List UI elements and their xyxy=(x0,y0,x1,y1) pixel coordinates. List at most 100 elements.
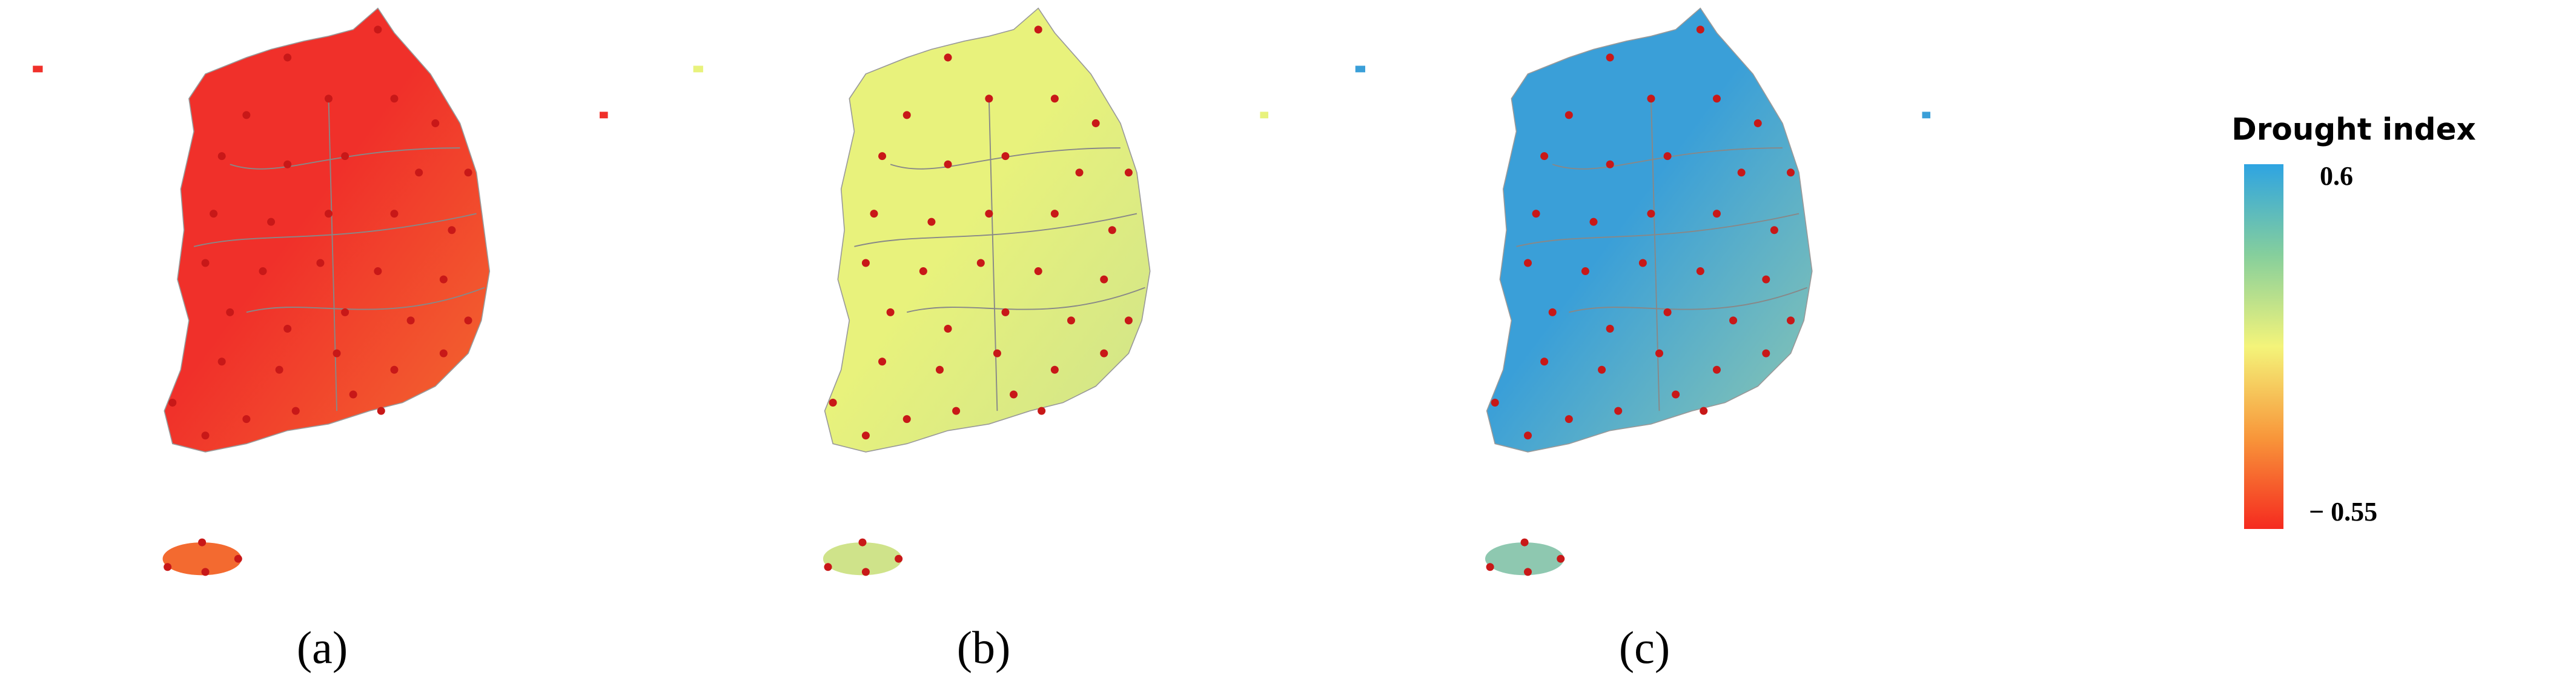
legend-title: Drought index xyxy=(2231,112,2476,147)
station xyxy=(944,324,952,333)
station xyxy=(1737,168,1746,177)
station xyxy=(1050,95,1059,103)
station xyxy=(164,563,172,571)
panel-label: (b) xyxy=(957,622,1011,673)
station xyxy=(861,568,870,576)
station xyxy=(267,218,276,226)
station xyxy=(168,399,177,407)
station xyxy=(1486,563,1494,571)
station xyxy=(217,152,226,161)
station xyxy=(1523,568,1532,576)
station xyxy=(935,365,944,374)
station xyxy=(1091,119,1100,127)
island xyxy=(1260,111,1268,119)
station xyxy=(1786,316,1795,325)
mainland xyxy=(824,7,1151,453)
station xyxy=(1001,308,1010,316)
station xyxy=(1712,95,1721,103)
station xyxy=(464,168,472,177)
station xyxy=(1786,168,1795,177)
station xyxy=(1100,275,1108,284)
station xyxy=(944,53,952,62)
station xyxy=(374,267,382,276)
station xyxy=(952,407,961,415)
station xyxy=(878,357,887,366)
station xyxy=(1663,308,1672,316)
island xyxy=(693,65,703,73)
station xyxy=(324,95,333,103)
station xyxy=(275,365,283,374)
station xyxy=(1581,267,1589,276)
station xyxy=(1753,119,1762,127)
island xyxy=(1355,65,1365,73)
province-borders xyxy=(193,98,485,411)
map-panel xyxy=(33,7,608,576)
station xyxy=(283,324,292,333)
station xyxy=(927,218,936,226)
station xyxy=(333,349,341,357)
station xyxy=(226,308,234,316)
station xyxy=(1614,407,1623,415)
station xyxy=(291,407,300,415)
colorbar xyxy=(2244,164,2283,529)
station xyxy=(217,357,226,366)
station xyxy=(1548,308,1557,316)
station xyxy=(406,316,415,325)
island xyxy=(600,111,608,119)
station xyxy=(1124,316,1133,325)
station xyxy=(1540,152,1549,161)
station xyxy=(902,111,911,119)
station xyxy=(242,111,251,119)
station xyxy=(201,259,210,267)
station xyxy=(824,563,832,571)
station xyxy=(349,390,357,399)
station xyxy=(1038,407,1046,415)
station xyxy=(1606,53,1614,62)
station xyxy=(1598,365,1606,374)
station xyxy=(1520,538,1529,547)
station xyxy=(201,431,210,440)
station xyxy=(1108,226,1116,234)
station xyxy=(198,538,207,547)
colorbar-label: 0.6 xyxy=(2320,161,2353,191)
station xyxy=(1050,210,1059,218)
station xyxy=(283,160,292,168)
station xyxy=(886,308,895,316)
station xyxy=(1034,267,1042,276)
station xyxy=(985,95,993,103)
station xyxy=(870,210,878,218)
map-panel xyxy=(693,7,1268,576)
station xyxy=(1762,349,1770,357)
station xyxy=(431,119,440,127)
maps xyxy=(33,7,1931,576)
jeju xyxy=(162,542,242,576)
station xyxy=(1712,210,1721,218)
station xyxy=(341,308,349,316)
panel-label: (c) xyxy=(1619,622,1670,673)
station xyxy=(1700,407,1708,415)
station xyxy=(1564,111,1573,119)
station xyxy=(1647,95,1655,103)
station xyxy=(858,538,867,547)
province-borders xyxy=(1516,98,1807,411)
station xyxy=(944,160,952,168)
station xyxy=(1647,210,1655,218)
station xyxy=(390,95,399,103)
station xyxy=(1491,399,1499,407)
station xyxy=(1034,25,1042,34)
station xyxy=(1696,25,1704,34)
station xyxy=(390,365,399,374)
station xyxy=(1762,275,1770,284)
station xyxy=(1712,365,1721,374)
station xyxy=(1010,390,1018,399)
station xyxy=(985,210,993,218)
station xyxy=(374,25,382,34)
station xyxy=(415,168,423,177)
station xyxy=(829,399,837,407)
station xyxy=(878,152,887,161)
station xyxy=(448,226,456,234)
station xyxy=(1564,415,1573,424)
station xyxy=(1606,160,1614,168)
station xyxy=(993,349,1001,357)
station xyxy=(439,349,448,357)
